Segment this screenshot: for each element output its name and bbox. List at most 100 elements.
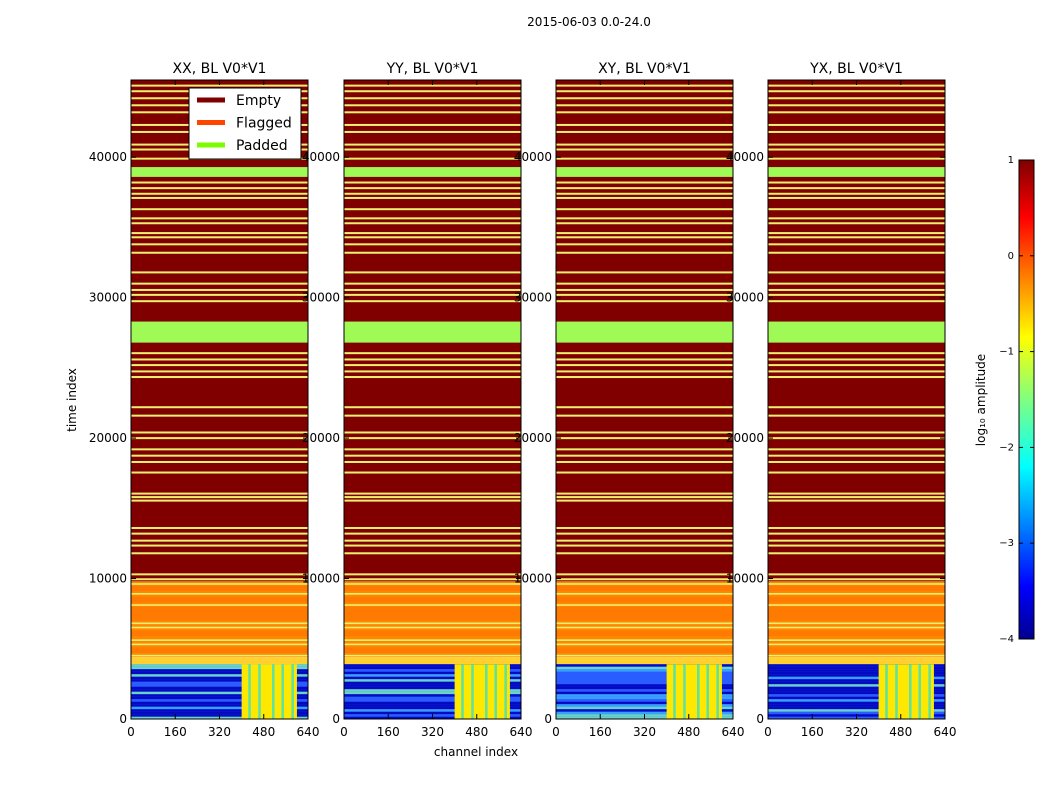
data-row xyxy=(131,689,308,692)
data-row xyxy=(768,676,945,680)
data-row xyxy=(768,706,945,710)
flagged-band xyxy=(131,585,308,592)
colorbar-tick-label: −1 xyxy=(999,347,1014,358)
data-row xyxy=(131,676,308,680)
y-tick-label: 0 xyxy=(756,712,764,726)
padded-block xyxy=(344,321,521,343)
padded-stripe xyxy=(344,111,521,114)
padded-stripe xyxy=(556,431,733,434)
padded-stripe xyxy=(768,527,945,530)
padded-stripe xyxy=(344,123,521,126)
padded-stripe xyxy=(131,552,308,555)
data-row xyxy=(768,681,945,685)
y-tick-label: 20000 xyxy=(514,431,552,445)
padded-stripe xyxy=(556,243,733,246)
data-row xyxy=(131,691,308,695)
flagged-band xyxy=(344,647,521,653)
padded-stripe xyxy=(556,143,733,146)
gap-region xyxy=(556,657,733,665)
flagged-band xyxy=(344,606,521,621)
data-row xyxy=(768,686,945,690)
legend-label: Empty xyxy=(236,93,281,109)
heatmap-image xyxy=(556,80,733,719)
padded-stripe xyxy=(344,208,521,211)
data-row xyxy=(556,669,733,672)
data-row xyxy=(131,679,308,682)
data-row xyxy=(556,686,733,690)
padded-stripe xyxy=(344,364,521,367)
padded-stripe xyxy=(768,222,945,225)
data-band-line xyxy=(909,664,912,719)
data-band-line xyxy=(697,664,700,719)
data-band-line xyxy=(461,664,464,719)
padded-stripe xyxy=(131,471,308,474)
data-row xyxy=(556,671,733,675)
padded-stripe xyxy=(768,293,945,296)
data-row xyxy=(131,664,308,667)
padded-stripe xyxy=(344,232,521,235)
y-tick-label: 20000 xyxy=(89,431,127,445)
padded-stripe xyxy=(768,104,945,107)
padded-stripe xyxy=(768,496,945,499)
y-tick-label: 30000 xyxy=(514,291,552,305)
x-tick-label: 320 xyxy=(845,725,868,739)
padded-stripe xyxy=(131,232,308,235)
data-row xyxy=(556,674,733,677)
y-tick-label: 20000 xyxy=(726,431,764,445)
padded-stripe xyxy=(768,181,945,184)
flagged-band xyxy=(768,647,945,653)
padded-block xyxy=(556,321,733,343)
padded-stripe xyxy=(131,622,308,625)
x-tick-label: 160 xyxy=(589,725,612,739)
padded-stripe xyxy=(344,406,521,409)
padded-stripe xyxy=(768,471,945,474)
padded-stripe xyxy=(556,222,733,225)
flagged-band xyxy=(556,647,733,653)
data-row xyxy=(768,664,945,667)
y-axis-label: time index xyxy=(65,368,79,432)
padded-stripe xyxy=(768,243,945,246)
y-tick-label: 10000 xyxy=(514,572,552,586)
padded-stripe xyxy=(344,496,521,499)
data-row xyxy=(556,709,733,712)
padded-stripe xyxy=(131,406,308,409)
padded-stripe xyxy=(556,300,733,303)
padded-stripe xyxy=(131,181,308,184)
padded-stripe xyxy=(131,196,308,199)
padded-stripe xyxy=(556,181,733,184)
data-row xyxy=(556,711,733,715)
data-band-line xyxy=(291,664,294,719)
data-row xyxy=(344,689,521,692)
x-tick-label: 640 xyxy=(934,725,957,739)
padded-stripe xyxy=(344,532,521,535)
data-row xyxy=(344,694,521,697)
padded-stripe xyxy=(768,271,945,274)
data-row xyxy=(556,699,733,702)
padded-stripe xyxy=(768,448,945,451)
padded-stripe xyxy=(344,583,521,585)
padded-stripe xyxy=(131,499,308,502)
data-row xyxy=(344,686,521,690)
padded-stripe xyxy=(131,84,308,87)
flagged-band xyxy=(131,596,308,603)
data-band xyxy=(241,664,297,719)
x-tick-label: 320 xyxy=(633,725,656,739)
padded-block xyxy=(556,167,733,177)
data-band xyxy=(878,664,934,719)
y-tick-label: 40000 xyxy=(726,150,764,164)
data-row xyxy=(556,666,733,670)
data-row xyxy=(131,701,308,705)
padded-stripe xyxy=(556,104,733,107)
padded-stripe xyxy=(556,492,733,495)
y-tick-label: 10000 xyxy=(89,572,127,586)
data-row xyxy=(768,666,945,670)
padded-stripe xyxy=(556,111,733,114)
colorbar-tick-label: −3 xyxy=(999,538,1014,549)
padded-stripe xyxy=(768,593,945,595)
padded-stripe xyxy=(556,97,733,100)
padded-stripe xyxy=(131,544,308,547)
data-row xyxy=(556,689,733,692)
data-row xyxy=(344,691,521,695)
gap-region xyxy=(131,657,308,665)
padded-stripe xyxy=(556,288,733,291)
